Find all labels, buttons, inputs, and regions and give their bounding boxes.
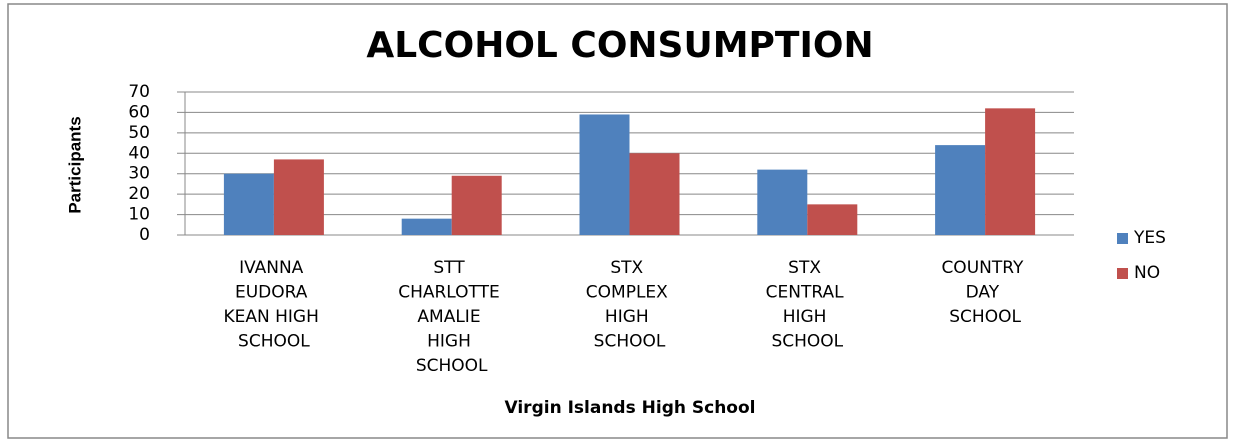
y-tick-label: 0 [139,225,150,245]
bar [401,218,452,235]
x-tick-label: COUNTRY DAY SCHOOL [941,258,1028,327]
y-tick-label: 20 [128,184,150,204]
y-tick-label: 60 [128,102,150,122]
y-tick-label: 30 [128,164,150,184]
legend-swatch [1117,233,1128,244]
bar [985,108,1036,235]
y-tick-label: 10 [128,205,150,225]
bar [579,114,630,235]
bar [935,145,986,235]
x-tick-label: STX CENTRAL HIGH SCHOOL [766,258,849,352]
x-tick-label: IVANNA EUDORA KEAN HIGH SCHOOL [224,258,325,352]
bar [807,204,858,235]
bar [757,169,808,235]
x-axis-label: Virgin Islands High School [505,398,756,418]
bar [451,175,502,235]
x-tick-label: STT CHARLOTTE AMALIE HIGH SCHOOL [398,258,505,376]
x-tick-label: STX COMPLEX HIGH SCHOOL [586,258,673,352]
y-axis-label: Participants [65,116,84,213]
legend-swatch [1117,268,1128,279]
y-tick-label: 70 [128,82,150,102]
bar [629,153,680,235]
legend-label: YES [1133,228,1166,248]
legend-label: NO [1134,263,1160,283]
y-tick-label: 50 [128,123,150,143]
chart-title: ALCOHOL CONSUMPTION [366,25,873,66]
bar [223,173,274,235]
bar [273,159,324,235]
y-tick-label: 40 [128,143,150,163]
chart-border [7,3,1228,439]
